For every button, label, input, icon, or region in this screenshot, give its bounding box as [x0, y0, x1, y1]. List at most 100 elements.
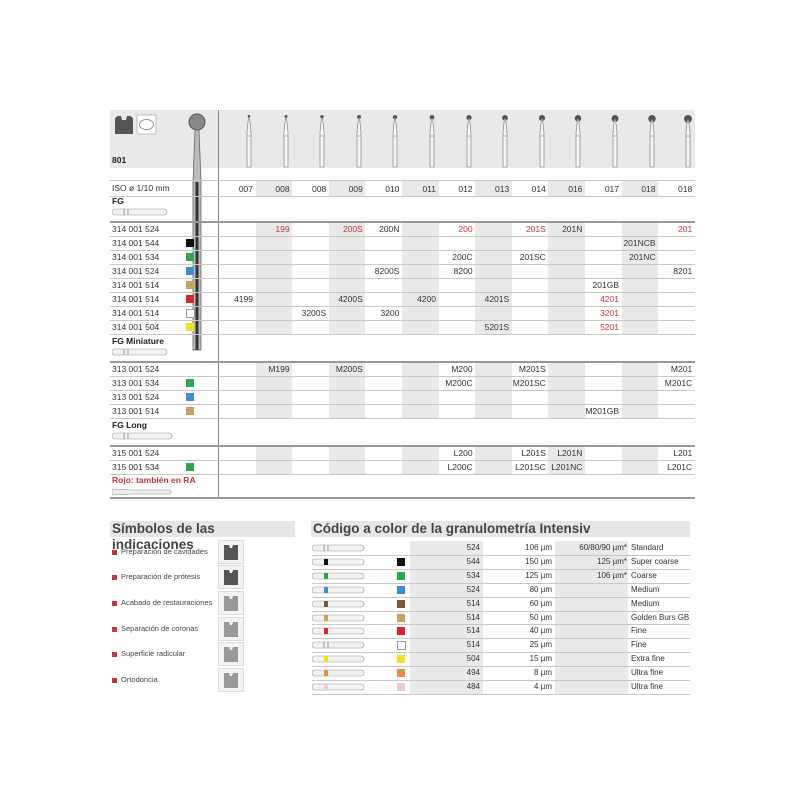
row-divider	[110, 278, 695, 279]
grit-size: 40 µm	[529, 626, 552, 636]
product-number[interactable]: L200C	[447, 462, 473, 472]
grit-color-swatch	[186, 379, 194, 387]
grit-color-swatch	[397, 669, 405, 678]
grit-alt-size: 106 µm*	[597, 570, 627, 580]
product-number[interactable]: M200	[451, 364, 473, 374]
product-number[interactable]: 4201S	[484, 294, 510, 304]
grit-code: 484	[466, 682, 480, 691]
product-number[interactable]: L201S	[521, 448, 546, 458]
row-divider	[110, 236, 695, 237]
product-number[interactable]: L201N	[557, 448, 583, 458]
product-number[interactable]: 201GB	[592, 280, 619, 290]
reference-number: 315 001 524	[112, 448, 160, 458]
product-number[interactable]: M199	[268, 364, 290, 374]
product-number[interactable]: 201N	[562, 224, 583, 234]
shank-icon	[112, 432, 173, 440]
ra-shank-icon	[112, 488, 172, 496]
product-number[interactable]: 8201	[673, 266, 693, 276]
product-number[interactable]: 201	[678, 224, 693, 234]
product-number[interactable]: 3200	[380, 308, 400, 318]
row-divider	[110, 460, 695, 461]
grit-code: 514	[466, 612, 480, 622]
product-number[interactable]: 200	[458, 224, 473, 234]
product-code: 801	[112, 155, 127, 165]
grit-code: 544	[466, 556, 480, 566]
product-number[interactable]: 4200S	[338, 294, 363, 304]
product-number[interactable]: 4199	[234, 294, 253, 304]
row-divider	[312, 596, 690, 598]
product-number[interactable]: 4201	[600, 294, 619, 304]
grit-label: Fine	[631, 640, 647, 650]
iso-size: 012	[458, 184, 473, 194]
grit-label: Super coarse	[631, 556, 679, 566]
grit-label: Fine	[631, 626, 647, 636]
product-number[interactable]: 200S	[342, 224, 363, 234]
product-number[interactable]: L201C	[667, 462, 693, 472]
grit-size: 80 µm	[529, 584, 552, 594]
product-number[interactable]: L201	[673, 448, 693, 458]
product-number[interactable]: M201S	[518, 364, 546, 374]
product-number[interactable]: 201SC	[519, 252, 546, 262]
column-divider	[218, 110, 219, 498]
shaded-column	[255, 180, 293, 196]
shaded-column	[621, 180, 659, 196]
grit-code: 524	[466, 543, 480, 552]
product-number[interactable]: 200N	[379, 224, 400, 234]
product-number[interactable]: 201NC	[629, 252, 656, 262]
bur-image	[647, 115, 656, 168]
grit-color-swatch	[397, 599, 405, 608]
product-number[interactable]: 4200	[417, 294, 436, 304]
row-divider	[110, 404, 695, 405]
product-number[interactable]: 5201S	[484, 322, 510, 332]
grit-code: 504	[466, 654, 480, 664]
product-number[interactable]: 3201	[600, 308, 619, 318]
grit-size: 8 µm	[534, 668, 552, 678]
product-number[interactable]: M200C	[445, 378, 473, 388]
grit-color-swatch	[186, 281, 194, 289]
grit-size: 60 µm	[529, 598, 552, 608]
iso-size: 011	[422, 184, 436, 194]
product-number[interactable]: 8200S	[374, 266, 400, 276]
grit-title: Código a color de la granulometría Inten…	[311, 521, 690, 537]
product-number[interactable]: L201SC	[515, 462, 546, 472]
reference-number: 314 001 524	[112, 266, 160, 276]
product-number[interactable]: 200C	[452, 252, 473, 262]
bur-image	[393, 115, 398, 168]
product-number[interactable]: M201GB	[585, 406, 619, 416]
group-label: FG Miniature	[112, 336, 164, 346]
row-divider	[110, 320, 695, 321]
grit-color-swatch	[186, 393, 194, 401]
grit-color-swatch	[186, 267, 194, 275]
product-number[interactable]: 3200S	[301, 308, 327, 318]
reference-number: 314 001 504	[112, 322, 160, 332]
cavity-preparation-icon	[113, 114, 157, 138]
grit-color-swatch	[397, 641, 406, 651]
grit-size: 125 µm	[525, 570, 552, 580]
row-divider	[110, 418, 695, 419]
row-divider	[312, 666, 690, 668]
iso-size: 018	[678, 184, 693, 194]
grit-alt-size: 60/80/90 µm*	[579, 543, 627, 552]
product-number[interactable]: M201	[670, 364, 693, 374]
grit-color-swatch	[397, 557, 405, 566]
group-divider	[110, 361, 695, 363]
group-label: FG Long	[112, 420, 147, 430]
restoration-finishing-icon	[218, 591, 244, 615]
row-divider	[110, 250, 695, 251]
product-number[interactable]: 8200	[453, 266, 473, 276]
product-number[interactable]: M200S	[335, 364, 363, 374]
product-number[interactable]: 201NCB	[623, 238, 656, 248]
product-number[interactable]: L200	[453, 448, 473, 458]
product-number[interactable]: M201SC	[512, 378, 546, 388]
row-divider	[312, 582, 690, 584]
product-number[interactable]: L201NC	[551, 462, 583, 472]
root-surface-icon	[218, 642, 244, 666]
row-divider	[110, 306, 695, 307]
bur-image	[575, 115, 582, 168]
product-number[interactable]: 5201	[600, 322, 619, 332]
product-number[interactable]: M201C	[664, 378, 693, 388]
product-number[interactable]: 201S	[525, 224, 546, 234]
product-number[interactable]: 199	[275, 224, 290, 234]
iso-label: ISO ø 1/10 mm	[112, 183, 170, 193]
